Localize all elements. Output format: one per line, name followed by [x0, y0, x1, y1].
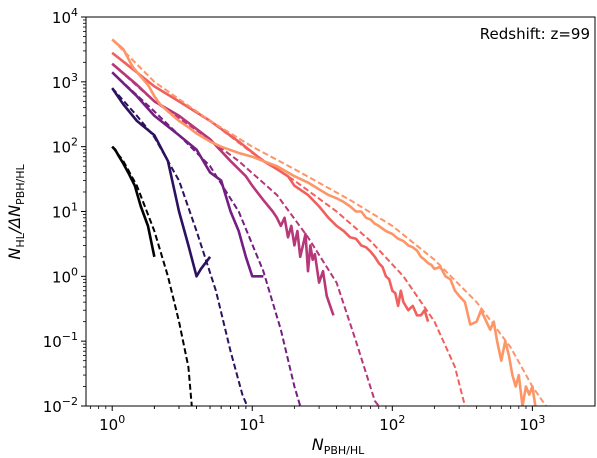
- y-axis-label-sub1: HL: [14, 232, 27, 247]
- redshift-annotation: Redshift: z=99: [480, 25, 590, 43]
- series-6-data-line: [111, 38, 537, 406]
- y-tick-label: 100: [52, 265, 78, 286]
- y-axis-label: NHL/ΔNPBH/HL: [5, 164, 27, 260]
- y-tick-label: 10−2: [43, 395, 78, 416]
- y-tick-label: 101: [52, 201, 78, 222]
- x-axis-label-main: N: [312, 435, 324, 454]
- series-layer: [111, 38, 547, 406]
- series-5-data-line: [111, 51, 430, 323]
- series-1-data-line: [111, 145, 156, 258]
- tick-layer: 100 101 102 103 10−2 10−1 100 101 102 103 104: [43, 6, 546, 434]
- series-3-fit-line: [111, 71, 302, 406]
- x-tick-label: 100: [99, 413, 125, 434]
- series-6-fit-line: [111, 38, 547, 406]
- y-axis-label-mid: /ΔN: [5, 205, 24, 235]
- series-2-fit-line: [111, 87, 249, 406]
- y-axis-label-main: N: [5, 248, 24, 260]
- x-tick-label: 103: [519, 413, 545, 434]
- series-3-data-line: [111, 71, 264, 278]
- series-4-data-line: [111, 62, 335, 316]
- y-axis-label-sub2: PBH/HL: [14, 164, 27, 205]
- plot-frame: [85, 16, 596, 407]
- x-axis-label-sub: PBH/HL: [324, 444, 365, 457]
- x-tick-label: 101: [239, 413, 265, 434]
- y-tick-label: 103: [52, 71, 78, 92]
- y-tick-label: 102: [52, 136, 78, 157]
- x-tick-label: 102: [379, 413, 405, 434]
- x-axis-label: NPBH/HL: [312, 435, 365, 457]
- y-tick-label: 104: [52, 6, 78, 27]
- y-tick-label: 10−1: [43, 330, 78, 351]
- series-4-fit-line: [111, 63, 380, 406]
- series-5-fit-line: [111, 52, 466, 406]
- series-2-data-line: [111, 87, 212, 278]
